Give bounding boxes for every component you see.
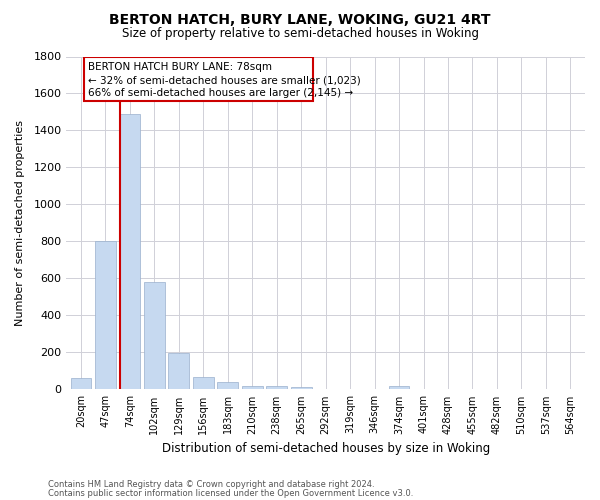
- Text: 66% of semi-detached houses are larger (2,145) →: 66% of semi-detached houses are larger (…: [88, 88, 353, 99]
- Bar: [169, 354, 189, 390]
- Bar: [95, 242, 116, 390]
- Bar: [71, 378, 91, 390]
- Bar: [193, 378, 214, 390]
- Bar: [266, 386, 287, 390]
- FancyBboxPatch shape: [84, 56, 313, 101]
- Bar: [144, 282, 165, 390]
- Bar: [242, 386, 263, 390]
- Bar: [389, 386, 409, 390]
- Y-axis label: Number of semi-detached properties: Number of semi-detached properties: [15, 120, 25, 326]
- Text: BERTON HATCH BURY LANE: 78sqm: BERTON HATCH BURY LANE: 78sqm: [88, 62, 272, 72]
- Text: Contains HM Land Registry data © Crown copyright and database right 2024.: Contains HM Land Registry data © Crown c…: [48, 480, 374, 489]
- Bar: [217, 382, 238, 390]
- Text: Contains public sector information licensed under the Open Government Licence v3: Contains public sector information licen…: [48, 488, 413, 498]
- X-axis label: Distribution of semi-detached houses by size in Woking: Distribution of semi-detached houses by …: [161, 442, 490, 455]
- Bar: [119, 114, 140, 390]
- Text: BERTON HATCH, BURY LANE, WOKING, GU21 4RT: BERTON HATCH, BURY LANE, WOKING, GU21 4R…: [109, 12, 491, 26]
- Text: ← 32% of semi-detached houses are smaller (1,023): ← 32% of semi-detached houses are smalle…: [88, 75, 361, 85]
- Text: Size of property relative to semi-detached houses in Woking: Size of property relative to semi-detach…: [121, 28, 479, 40]
- Bar: [291, 386, 311, 390]
